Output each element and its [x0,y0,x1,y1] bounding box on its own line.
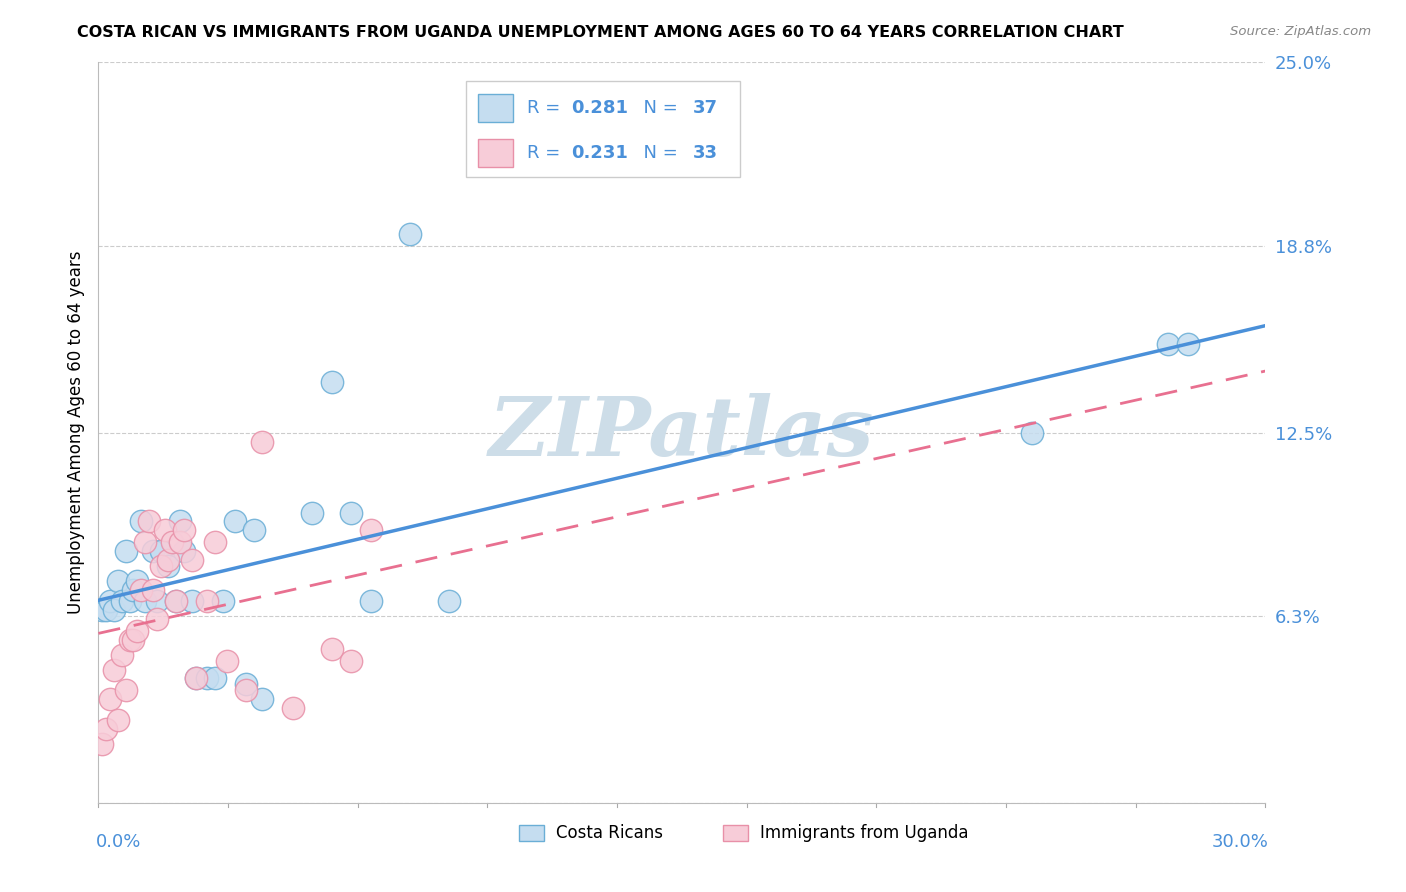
Point [107,574,129,588]
Point [127,624,149,638]
Point [340,506,363,520]
Point [142,544,165,558]
Point [250,434,273,449]
Point [180,594,202,608]
Point [169,535,191,549]
Point [138,515,160,529]
Text: Immigrants from Uganda: Immigrants from Uganda [761,824,969,842]
Point [340,654,363,668]
Point [129,582,152,597]
Point [103,663,125,677]
Point [98,594,121,608]
Bar [519,825,544,841]
Point [134,535,156,549]
Point [165,594,187,608]
Text: 0.0%: 0.0% [96,833,141,851]
Text: R =: R = [527,144,565,161]
Text: Source: ZipAtlas.com: Source: ZipAtlas.com [1230,25,1371,38]
Point [157,558,180,573]
Point [149,558,172,573]
Point [91,603,114,617]
Text: N =: N = [631,99,683,118]
Point [1177,336,1199,351]
Point [195,672,218,686]
Point [195,594,218,608]
Point [114,683,136,698]
Point [142,582,165,597]
Point [173,544,195,558]
Point [169,515,191,529]
Point [204,672,226,686]
Point [215,654,238,668]
Point [180,553,202,567]
Bar [723,825,748,841]
Point [122,632,145,647]
Point [173,524,195,538]
Point [153,524,176,538]
Bar [478,138,513,167]
Point [91,737,114,751]
Text: 37: 37 [692,99,717,118]
Point [360,524,382,538]
Point [204,535,226,549]
Point [321,641,343,656]
Point [149,544,172,558]
Text: Costa Ricans: Costa Ricans [555,824,662,842]
Point [360,594,382,608]
Text: ZIPatlas: ZIPatlas [489,392,875,473]
Point [96,722,118,736]
Point [235,677,257,691]
Text: 30.0%: 30.0% [1212,833,1268,851]
Point [301,506,323,520]
Point [103,603,125,617]
Point [1021,425,1043,440]
Point [224,515,246,529]
Point [111,648,134,662]
Point [184,672,207,686]
Point [111,594,134,608]
Point [134,594,156,608]
Text: 0.281: 0.281 [571,99,628,118]
Point [437,594,460,608]
Point [98,692,121,706]
Point [321,376,343,390]
Point [1157,336,1180,351]
Point [129,515,152,529]
Point [250,692,273,706]
FancyBboxPatch shape [465,81,741,178]
Point [157,553,180,567]
Point [162,535,184,549]
Point [146,612,169,626]
Point [127,574,149,588]
Text: COSTA RICAN VS IMMIGRANTS FROM UGANDA UNEMPLOYMENT AMONG AGES 60 TO 64 YEARS COR: COSTA RICAN VS IMMIGRANTS FROM UGANDA UN… [77,25,1123,40]
Point [118,632,141,647]
Point [212,594,235,608]
Point [235,683,257,698]
Text: R =: R = [527,99,565,118]
Text: 0.231: 0.231 [571,144,628,161]
Point [398,227,420,242]
Text: N =: N = [631,144,683,161]
Point [281,701,304,715]
Point [243,524,266,538]
Text: 33: 33 [692,144,717,161]
Point [96,603,118,617]
Y-axis label: Unemployment Among Ages 60 to 64 years: Unemployment Among Ages 60 to 64 years [66,251,84,615]
Point [165,594,187,608]
Point [118,594,141,608]
Point [122,582,145,597]
Point [114,544,136,558]
Bar [478,95,513,122]
Point [184,672,207,686]
Point [107,713,129,727]
Point [146,594,169,608]
